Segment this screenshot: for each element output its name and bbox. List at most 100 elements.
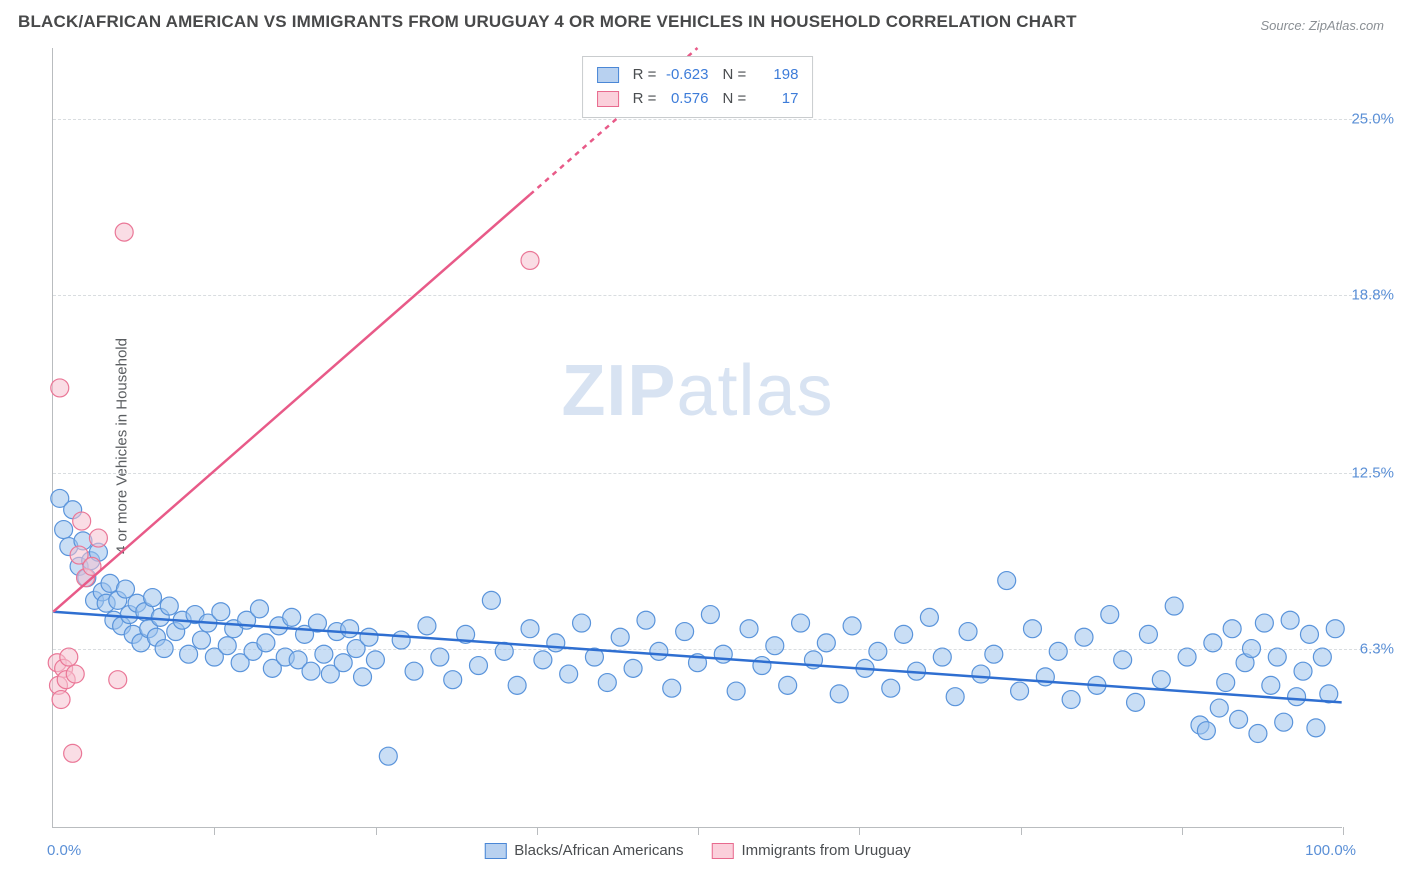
data-point (701, 606, 719, 624)
data-point (1075, 628, 1093, 646)
data-point (1300, 625, 1318, 643)
chart-area: ZIPatlas 6.3%12.5%18.8%25.0% R = -0.623 … (52, 48, 1342, 828)
data-point (1230, 710, 1248, 728)
data-point (1223, 620, 1241, 638)
data-point (946, 688, 964, 706)
data-point (598, 674, 616, 692)
data-point (534, 651, 552, 669)
legend-item-0: Blacks/African Americans (484, 842, 683, 859)
grid-line-v (1182, 827, 1183, 835)
x-max-label: 100.0% (1305, 842, 1356, 859)
data-point (830, 685, 848, 703)
data-point (66, 665, 84, 683)
data-point (624, 659, 642, 677)
n-value-1: 17 (750, 87, 798, 111)
r-value-0: -0.623 (661, 63, 709, 87)
r-label-1: R = (633, 90, 661, 107)
data-point (155, 640, 173, 658)
data-point (444, 671, 462, 689)
data-point (469, 657, 487, 675)
x-min-label: 0.0% (47, 842, 81, 859)
grid-line-v (376, 827, 377, 835)
data-point (302, 662, 320, 680)
grid-line-v (1343, 827, 1344, 835)
chart-title: BLACK/AFRICAN AMERICAN VS IMMIGRANTS FRO… (18, 12, 1077, 32)
y-tick-label: 6.3% (1360, 641, 1394, 658)
data-point (89, 529, 107, 547)
data-point (508, 676, 526, 694)
data-point (1139, 625, 1157, 643)
data-point (341, 620, 359, 638)
data-point (192, 631, 210, 649)
data-point (972, 665, 990, 683)
correlation-legend: R = -0.623 N = 198 R = 0.576 N = 17 (582, 56, 814, 118)
legend-item-1: Immigrants from Uruguay (712, 842, 911, 859)
legend-swatch-1 (712, 843, 734, 859)
data-point (1307, 719, 1325, 737)
data-point (283, 608, 301, 626)
data-point (180, 645, 198, 663)
data-point (1165, 597, 1183, 615)
data-point (115, 223, 133, 241)
data-point (727, 682, 745, 700)
data-point (766, 637, 784, 655)
data-point (1294, 662, 1312, 680)
data-point (52, 691, 70, 709)
data-point (334, 654, 352, 672)
data-point (895, 625, 913, 643)
data-point (611, 628, 629, 646)
legend-label-0: Blacks/African Americans (514, 842, 683, 859)
data-point (1275, 713, 1293, 731)
data-point (1268, 648, 1286, 666)
data-point (418, 617, 436, 635)
data-point (521, 251, 539, 269)
y-tick-label: 12.5% (1351, 465, 1394, 482)
data-point (650, 642, 668, 660)
data-point (1217, 674, 1235, 692)
data-point (1062, 691, 1080, 709)
trend-line (53, 195, 530, 612)
data-point (64, 744, 82, 762)
data-point (366, 651, 384, 669)
data-point (144, 589, 162, 607)
data-point (1326, 620, 1344, 638)
data-point (521, 620, 539, 638)
grid-line-v (214, 827, 215, 835)
data-point (637, 611, 655, 629)
data-point (560, 665, 578, 683)
n-label-0: N = (723, 66, 751, 83)
data-point (843, 617, 861, 635)
data-point (360, 628, 378, 646)
y-tick-label: 18.8% (1351, 286, 1394, 303)
data-point (315, 645, 333, 663)
legend-row-0: R = -0.623 N = 198 (597, 63, 799, 87)
data-point (160, 597, 178, 615)
data-point (1243, 640, 1261, 658)
data-point (1204, 634, 1222, 652)
data-point (1023, 620, 1041, 638)
source-label: Source: ZipAtlas.com (1260, 18, 1384, 33)
data-point (1210, 699, 1228, 717)
series-legend: Blacks/African Americans Immigrants from… (484, 842, 910, 859)
data-point (547, 634, 565, 652)
data-point (109, 671, 127, 689)
r-label-0: R = (633, 66, 661, 83)
data-point (1011, 682, 1029, 700)
r-value-1: 0.576 (661, 87, 709, 111)
data-point (55, 521, 73, 539)
swatch-series-0 (597, 67, 619, 83)
data-point (1101, 606, 1119, 624)
grid-line-v (1021, 827, 1022, 835)
data-point (1281, 611, 1299, 629)
data-point (1262, 676, 1280, 694)
data-point (1152, 671, 1170, 689)
data-point (882, 679, 900, 697)
data-point (257, 634, 275, 652)
data-point (573, 614, 591, 632)
n-value-0: 198 (750, 63, 798, 87)
grid-line-v (537, 827, 538, 835)
data-point (933, 648, 951, 666)
data-point (1288, 688, 1306, 706)
data-point (959, 623, 977, 641)
data-point (73, 512, 91, 530)
